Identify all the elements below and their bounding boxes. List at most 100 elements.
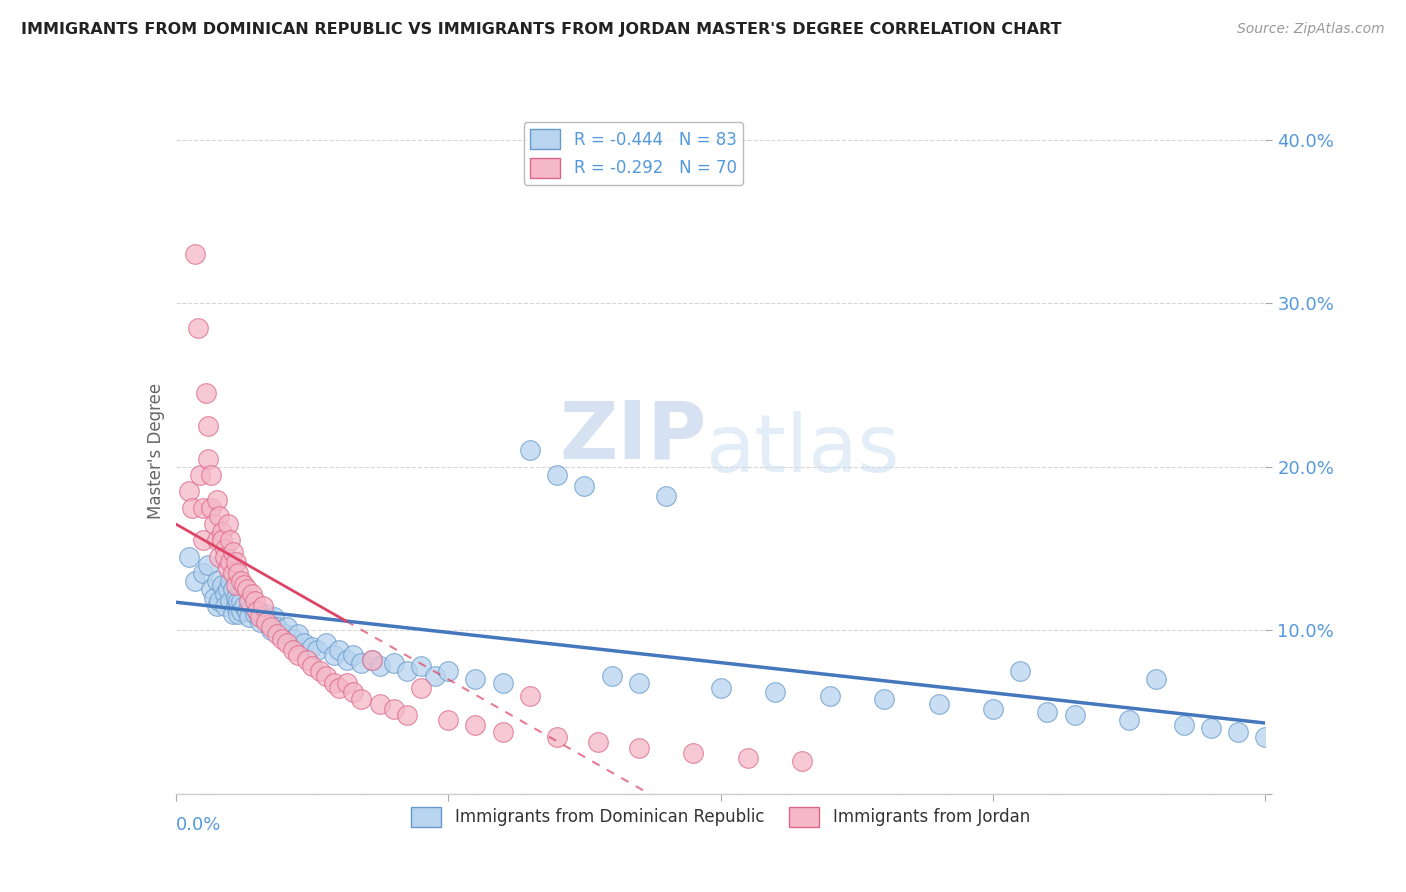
Point [194, 386, 217, 401]
Point [322, 648, 344, 662]
Point [219, 574, 242, 589]
Point [492, 724, 515, 739]
Point [266, 626, 288, 640]
Point [263, 610, 285, 624]
Point [225, 555, 247, 569]
Point [208, 594, 231, 608]
Point [360, 653, 382, 667]
Point [225, 599, 247, 613]
Point [205, 492, 228, 507]
Point [238, 610, 260, 624]
Point [763, 685, 786, 699]
Point [292, 636, 315, 650]
Point [295, 653, 318, 667]
Point [200, 467, 222, 482]
Point [191, 533, 214, 548]
Point [1309, 734, 1331, 748]
Point [208, 508, 231, 523]
Point [281, 643, 304, 657]
Point [260, 624, 283, 638]
Point [214, 599, 236, 613]
Point [1254, 730, 1277, 744]
Point [231, 604, 253, 618]
Point [873, 692, 896, 706]
Text: IMMIGRANTS FROM DOMINICAN REPUBLIC VS IMMIGRANTS FROM JORDAN MASTER'S DEGREE COR: IMMIGRANTS FROM DOMINICAN REPUBLIC VS IM… [21, 22, 1062, 37]
Point [214, 541, 236, 556]
Point [249, 615, 271, 630]
Point [1118, 714, 1140, 728]
Point [350, 656, 373, 670]
Point [315, 636, 337, 650]
Point [437, 664, 460, 679]
Point [202, 591, 225, 605]
Point [546, 730, 568, 744]
Point [519, 443, 541, 458]
Point [336, 653, 359, 667]
Point [423, 669, 446, 683]
Point [211, 577, 233, 591]
Point [301, 640, 323, 654]
Point [301, 659, 323, 673]
Point [197, 451, 219, 466]
Point [437, 714, 460, 728]
Point [287, 626, 309, 640]
Point [208, 549, 231, 564]
Point [409, 659, 432, 673]
Point [1281, 689, 1303, 703]
Point [186, 321, 209, 335]
Point [200, 500, 222, 515]
Point [232, 577, 254, 591]
Point [710, 681, 733, 695]
Point [600, 669, 623, 683]
Point [328, 643, 350, 657]
Point [231, 574, 253, 589]
Point [228, 594, 250, 608]
Point [211, 525, 233, 540]
Point [179, 549, 201, 564]
Point [655, 489, 678, 503]
Point [546, 467, 568, 482]
Point [1063, 708, 1085, 723]
Point [1144, 673, 1167, 687]
Point [342, 685, 364, 699]
Point [228, 566, 250, 580]
Point [981, 702, 1004, 716]
Point [309, 664, 332, 679]
Point [252, 599, 274, 613]
Point [252, 610, 274, 624]
Point [219, 594, 242, 608]
Point [271, 632, 294, 646]
Point [254, 615, 277, 630]
Point [235, 604, 257, 618]
Point [243, 594, 266, 608]
Point [350, 692, 373, 706]
Point [188, 467, 211, 482]
Point [1173, 718, 1195, 732]
Point [179, 484, 201, 499]
Point [246, 604, 269, 618]
Point [260, 620, 283, 634]
Point [276, 620, 298, 634]
Point [200, 582, 222, 597]
Point [225, 577, 247, 591]
Point [243, 607, 266, 621]
Point [222, 566, 245, 580]
Point [627, 741, 650, 756]
Text: Source: ZipAtlas.com: Source: ZipAtlas.com [1237, 22, 1385, 37]
Point [336, 675, 359, 690]
Text: 0.0%: 0.0% [176, 816, 221, 834]
Y-axis label: Master's Degree: Master's Degree [146, 383, 165, 518]
Point [205, 599, 228, 613]
Point [276, 636, 298, 650]
Point [328, 681, 350, 695]
Point [574, 479, 596, 493]
Point [191, 500, 214, 515]
Point [238, 594, 260, 608]
Point [246, 604, 269, 618]
Point [181, 500, 204, 515]
Point [205, 533, 228, 548]
Point [464, 673, 486, 687]
Point [191, 566, 214, 580]
Point [205, 574, 228, 589]
Point [232, 599, 254, 613]
